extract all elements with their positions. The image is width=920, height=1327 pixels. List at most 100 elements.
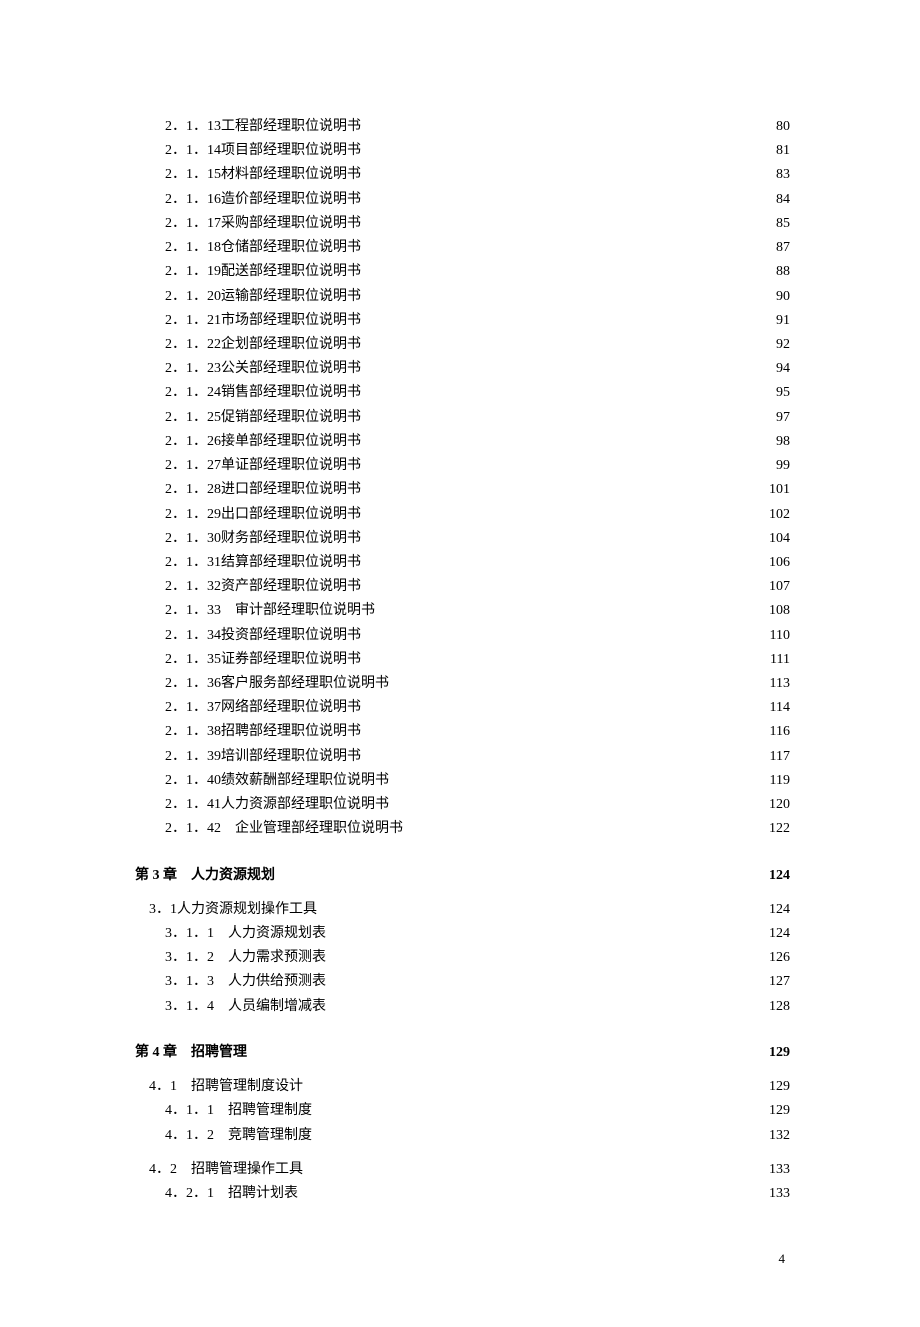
- toc-entry: 2．1．29 出口部经理职位说明书 102: [135, 503, 790, 527]
- toc-number: 2．1．30: [165, 527, 221, 551]
- toc-page-number: 106: [769, 551, 790, 575]
- toc-number: 2．1．29: [165, 503, 221, 527]
- toc-number: 2．1．19: [165, 260, 221, 284]
- toc-number: 2．1．34: [165, 624, 221, 648]
- toc-entry: 2．1．14 项目部经理职位说明书81: [135, 139, 790, 163]
- toc-page-number: 126: [769, 946, 790, 970]
- toc-title: 人员编制增减表: [214, 995, 326, 1019]
- toc-number: 2．1．41: [165, 793, 221, 817]
- toc-number: 4．2: [149, 1158, 177, 1182]
- toc-entry: 4．2 招聘管理操作工具 133: [135, 1158, 790, 1182]
- toc-entry: 2．1．18 仓储部经理职位说明书87: [135, 236, 790, 260]
- toc-entry: 4．1 招聘管理制度设计129: [135, 1075, 790, 1099]
- toc-entry: 2．1．16 造价部经理职位说明书84: [135, 188, 790, 212]
- toc-number: 2．1．36: [165, 672, 221, 696]
- toc-page-number: 129: [769, 1041, 790, 1065]
- toc-entry: 2．1．20 运输部经理职位说明书90: [135, 285, 790, 309]
- toc-number: 4．1．1: [165, 1099, 214, 1123]
- toc-page-number: 108: [769, 599, 790, 623]
- toc-title: 招聘管理: [177, 1041, 247, 1065]
- toc-title: 配送部经理职位说明书: [221, 260, 361, 284]
- toc-entry: 4．2．1 招聘计划表133: [135, 1182, 790, 1206]
- toc-page-number: 80: [776, 115, 790, 139]
- page-number: 4: [135, 1251, 790, 1267]
- toc-title: 人力资源规划表: [214, 922, 326, 946]
- toc-number: 2．1．15: [165, 163, 221, 187]
- toc-number: 3．1: [149, 898, 177, 922]
- toc-number: 2．1．18: [165, 236, 221, 260]
- toc-title: 招聘管理制度: [214, 1099, 312, 1123]
- toc-page-number: 128: [769, 995, 790, 1019]
- toc-page-number: 102: [769, 503, 790, 527]
- toc-page-number: 92: [776, 333, 790, 357]
- toc-entry: 3．1．2 人力需求预测表126: [135, 946, 790, 970]
- toc-number: 2．1．39: [165, 745, 221, 769]
- toc-title: 企业管理部经理职位说明书: [221, 817, 403, 841]
- toc-entry: 2．1．15 材料部经理职位说明书 83: [135, 163, 790, 187]
- toc-title: 工程部经理职位说明书: [221, 115, 361, 139]
- toc-page-number: 124: [769, 864, 790, 888]
- toc-title: 绩效薪酬部经理职位说明书: [221, 769, 389, 793]
- toc-number: 2．1．17: [165, 212, 221, 236]
- toc-entry: 2．1．41 人力资源部经理职位说明书120: [135, 793, 790, 817]
- toc-number: 2．1．40: [165, 769, 221, 793]
- toc-number: 4．1．2: [165, 1124, 214, 1148]
- toc-title: 竞聘管理制度: [214, 1124, 312, 1148]
- toc-title: 企划部经理职位说明书: [221, 333, 361, 357]
- toc-title: 人力需求预测表: [214, 946, 326, 970]
- toc-number: 2．1．16: [165, 188, 221, 212]
- toc-page-number: 83: [776, 163, 790, 187]
- toc-number: 2．1．22: [165, 333, 221, 357]
- toc-page-number: 117: [770, 745, 790, 769]
- toc-title: 仓储部经理职位说明书: [221, 236, 361, 260]
- toc-page-number: 111: [770, 648, 790, 672]
- toc-entry: 3．1．1 人力资源规划表124: [135, 922, 790, 946]
- toc-page-number: 113: [770, 672, 790, 696]
- toc-page-number: 120: [769, 793, 790, 817]
- toc-page-number: 124: [769, 898, 790, 922]
- toc-page-number: 119: [770, 769, 790, 793]
- toc-page-number: 101: [769, 478, 790, 502]
- toc-page-number: 95: [776, 381, 790, 405]
- toc-number: 2．1．28: [165, 478, 221, 502]
- toc-title: 证券部经理职位说明书: [221, 648, 361, 672]
- toc-entry: 2．1．24 销售部经理职位说明书95: [135, 381, 790, 405]
- toc-entry: 2．1．27 单证部经理职位说明书99: [135, 454, 790, 478]
- toc-title: 出口部经理职位说明书: [221, 503, 361, 527]
- toc-entry: 2．1．33 审计部经理职位说明书108: [135, 599, 790, 623]
- toc-number: 3．1．3: [165, 970, 214, 994]
- toc-title: 接单部经理职位说明书: [221, 430, 361, 454]
- toc-entry: 2．1．35 证券部经理职位说明书 111: [135, 648, 790, 672]
- toc-title: 招聘管理操作工具: [177, 1158, 303, 1182]
- toc-entry: 2．1．21 市场部经理职位说明书 91: [135, 309, 790, 333]
- toc-page-number: 88: [776, 260, 790, 284]
- table-of-contents: 2．1．13 工程部经理职位说明书802．1．14 项目部经理职位说明书812．…: [135, 115, 790, 1206]
- toc-title: 促销部经理职位说明书: [221, 406, 361, 430]
- toc-entry: 第 3 章 人力资源规划 124: [135, 864, 790, 888]
- toc-number: 2．1．37: [165, 696, 221, 720]
- toc-page-number: 114: [770, 696, 790, 720]
- toc-title: 材料部经理职位说明书: [221, 163, 361, 187]
- toc-page-number: 81: [776, 139, 790, 163]
- toc-entry: 2．1．32 资产部经理职位说明书107: [135, 575, 790, 599]
- toc-number: 2．1．35: [165, 648, 221, 672]
- toc-entry: 2．1．13 工程部经理职位说明书 80: [135, 115, 790, 139]
- toc-page-number: 91: [776, 309, 790, 333]
- toc-entry: 2．1．42 企业管理部经理职位说明书122: [135, 817, 790, 841]
- toc-title: 财务部经理职位说明书: [221, 527, 361, 551]
- toc-title: 人力资源规划: [177, 864, 275, 888]
- toc-number: 4．1: [149, 1075, 177, 1099]
- toc-page-number: 133: [769, 1158, 790, 1182]
- toc-number: 4．2．1: [165, 1182, 214, 1206]
- toc-title: 销售部经理职位说明书: [221, 381, 361, 405]
- toc-entry: 2．1．36 客户服务部经理职位说明书113: [135, 672, 790, 696]
- toc-page-number: 104: [769, 527, 790, 551]
- toc-title: 市场部经理职位说明书: [221, 309, 361, 333]
- toc-page-number: 94: [776, 357, 790, 381]
- toc-page-number: 127: [769, 970, 790, 994]
- toc-number: 2．1．13: [165, 115, 221, 139]
- toc-title: 运输部经理职位说明书: [221, 285, 361, 309]
- toc-number: 2．1．21: [165, 309, 221, 333]
- toc-page-number: 129: [769, 1075, 790, 1099]
- toc-number: 2．1．27: [165, 454, 221, 478]
